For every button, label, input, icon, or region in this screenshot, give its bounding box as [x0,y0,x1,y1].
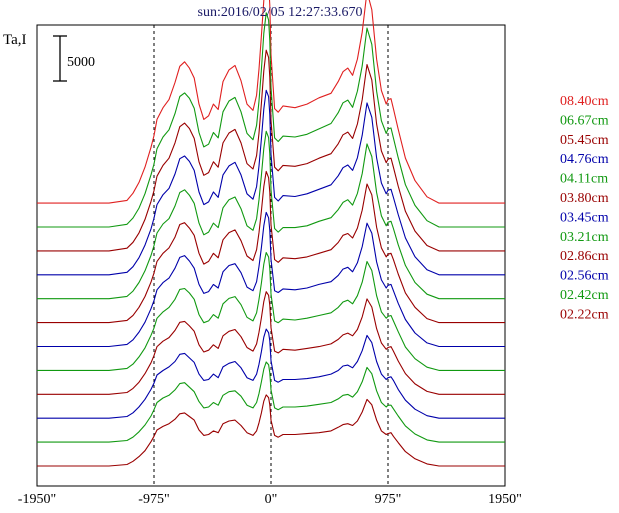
series-trace [37,0,505,204]
series-trace [37,89,505,276]
scale-bar-label: 5000 [67,55,95,70]
legend-entry: 03.45cm [560,210,609,225]
legend-entry: 04.11cm [560,172,608,187]
series-trace [37,328,505,419]
series-trace [37,170,505,324]
legend-entry: 03.21cm [560,230,609,245]
legend-entry: 05.45cm [560,133,609,148]
series-trace [37,211,505,348]
series-trace [37,251,505,371]
x-tick-label: 975" [375,492,402,507]
series-trace [37,361,505,443]
x-tick-label: 0" [265,492,278,507]
legend-entry: 02.42cm [560,288,609,303]
series-trace [37,130,505,300]
legend-entry: 04.76cm [560,152,609,167]
y-axis-label: Ta,I [3,32,27,48]
series-trace [37,291,505,395]
legend-entry: 06.67cm [560,113,609,128]
x-tick-label: -975" [138,492,169,507]
series-trace [37,49,505,252]
legend-entry: 02.22cm [560,307,609,322]
x-tick-label: -1950" [18,492,56,507]
legend-entry: 08.40cm [560,94,609,109]
legend-entry: 02.56cm [560,269,609,284]
x-tick-label: 1950" [488,492,522,507]
legend-entry: 02.86cm [560,249,609,264]
series-trace [37,12,505,228]
legend-entry: 03.80cm [560,191,609,206]
chart-title: sun:2016/02/05 12:27:33.670 [198,5,363,20]
scale-bar [53,35,67,82]
series-trace [37,394,505,467]
